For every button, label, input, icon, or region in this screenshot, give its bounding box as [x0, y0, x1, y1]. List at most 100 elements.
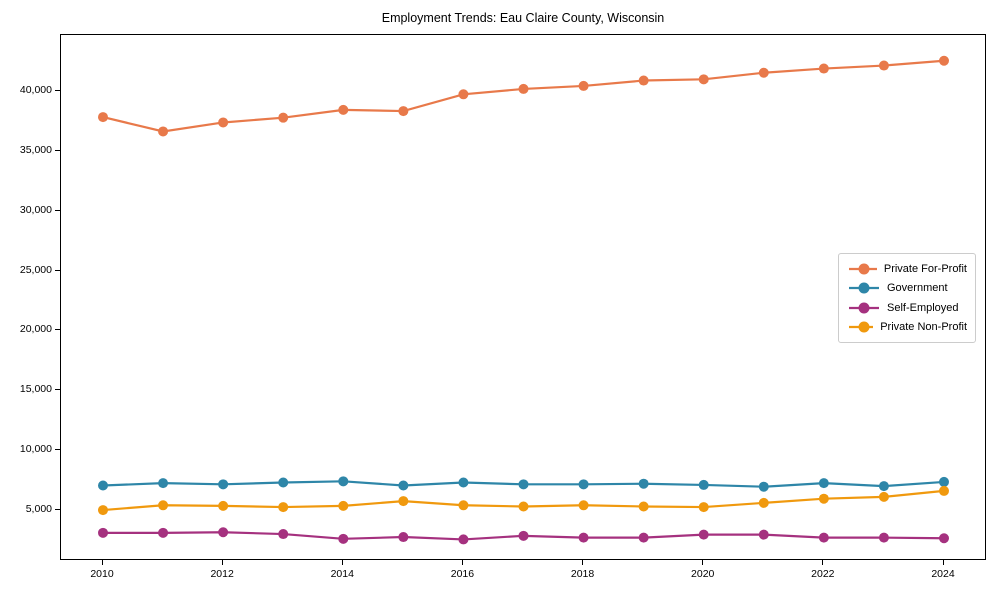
y-tick-mark	[55, 269, 60, 271]
data-point	[939, 55, 949, 66]
data-point	[939, 485, 949, 496]
data-point	[158, 478, 169, 489]
x-tick-label: 2022	[811, 568, 835, 580]
data-point	[818, 532, 829, 543]
data-point	[818, 478, 829, 489]
data-point	[878, 481, 889, 492]
data-point	[338, 500, 349, 511]
x-tick-mark	[942, 560, 944, 565]
data-point	[878, 532, 889, 543]
legend-marker-icon	[849, 263, 877, 275]
data-point	[638, 478, 649, 489]
data-point	[98, 112, 108, 123]
x-tick-label: 2020	[691, 568, 715, 580]
x-tick-mark	[101, 560, 103, 565]
data-point	[698, 529, 709, 540]
data-point	[98, 527, 108, 538]
data-point	[338, 104, 349, 115]
y-tick-label: 15,000	[19, 383, 52, 396]
data-point	[758, 481, 769, 492]
data-point	[98, 505, 108, 516]
data-point	[278, 477, 289, 488]
legend-marker-icon	[849, 321, 874, 333]
data-point	[398, 106, 409, 117]
x-tick-label: 2018	[570, 568, 595, 580]
x-tick-mark	[461, 560, 463, 565]
data-point	[158, 126, 169, 137]
data-point	[939, 533, 949, 544]
data-point	[578, 479, 589, 490]
data-point	[518, 530, 529, 541]
legend-item-3: Private Non-Profit	[848, 318, 967, 338]
data-point	[98, 480, 108, 491]
data-point	[578, 80, 589, 91]
data-point	[518, 83, 529, 94]
y-tick-label: 5,000	[25, 503, 52, 516]
legend-item-0: Private For-Profit	[848, 259, 967, 279]
data-point	[638, 75, 649, 86]
y-tick-mark	[55, 89, 60, 91]
data-point	[518, 501, 529, 512]
data-point	[218, 527, 229, 538]
x-tick-mark	[221, 560, 223, 565]
data-point	[939, 476, 949, 487]
legend-label: Private Non-Profit	[880, 321, 967, 334]
data-point	[638, 532, 649, 543]
data-point	[218, 479, 229, 490]
data-point	[338, 533, 349, 544]
y-tick-mark	[55, 329, 60, 331]
data-point	[278, 112, 289, 123]
y-tick-mark	[55, 389, 60, 391]
data-point	[278, 502, 289, 513]
plot-area	[60, 34, 986, 560]
data-point	[458, 89, 469, 100]
data-point	[758, 529, 769, 540]
x-tick-mark	[341, 560, 343, 565]
data-point	[458, 534, 469, 545]
chart-title: Employment Trends: Eau Claire County, Wi…	[381, 11, 665, 25]
data-point	[878, 60, 889, 71]
legend-label: Private For-Profit	[883, 262, 967, 275]
data-point	[218, 500, 229, 511]
y-tick-label: 30,000	[19, 203, 52, 216]
data-point	[758, 67, 769, 78]
y-tick-label: 25,000	[19, 263, 52, 276]
x-tick-label: 2024	[931, 568, 955, 580]
x-tick-label: 2012	[210, 568, 234, 580]
y-tick-mark	[55, 449, 60, 451]
data-point	[458, 477, 469, 488]
y-tick-label: 35,000	[19, 143, 52, 156]
data-point	[398, 532, 409, 543]
x-tick-label: 2010	[90, 568, 114, 580]
data-point	[398, 480, 409, 491]
data-point	[698, 479, 709, 490]
legend-item-1: Government	[848, 279, 967, 299]
y-tick-label: 10,000	[19, 443, 52, 456]
data-point	[218, 117, 229, 128]
data-point	[518, 479, 529, 490]
x-tick-mark	[582, 560, 584, 565]
plot-canvas	[98, 55, 949, 545]
y-tick-mark	[55, 149, 60, 151]
data-point	[818, 63, 829, 74]
data-point	[878, 491, 889, 502]
data-point	[758, 497, 769, 508]
data-point	[698, 502, 709, 513]
y-tick-label: 20,000	[19, 323, 52, 336]
y-tick-label: 40,000	[19, 83, 52, 96]
x-tick-label: 2014	[330, 568, 354, 580]
y-tick-mark	[55, 209, 60, 211]
x-tick-mark	[702, 560, 704, 565]
data-point	[338, 476, 349, 487]
data-point	[578, 500, 589, 511]
legend-item-2: Self-Employed	[848, 298, 967, 318]
x-tick-label: 2016	[450, 568, 475, 580]
legend-label: Government	[887, 282, 948, 295]
data-point	[398, 496, 409, 507]
data-point	[698, 74, 709, 85]
x-tick-mark	[822, 560, 824, 565]
data-point	[818, 493, 829, 504]
legend-marker-icon	[849, 302, 879, 314]
series-line-0	[102, 59, 945, 133]
